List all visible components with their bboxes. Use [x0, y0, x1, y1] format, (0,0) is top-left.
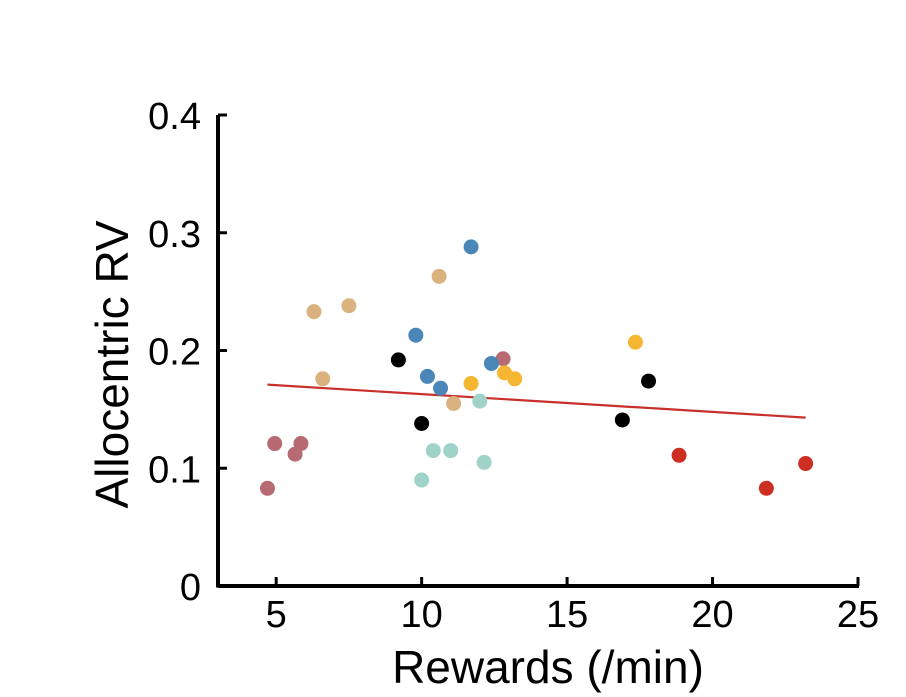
data-point	[306, 304, 322, 320]
x-tick-label: 5	[266, 594, 287, 636]
data-point	[315, 371, 331, 387]
data-point	[293, 436, 309, 452]
data-point	[472, 393, 488, 409]
data-point	[425, 443, 441, 459]
x-tick-labels: 5 10 15 20 25	[266, 594, 880, 636]
y-tick-label: 0.4	[148, 96, 201, 138]
axes	[216, 113, 860, 588]
x-tick-label: 15	[546, 594, 588, 636]
data-point	[443, 443, 459, 459]
x-tick-label: 20	[691, 594, 733, 636]
regression-line	[267, 383, 806, 419]
data-point	[431, 268, 447, 284]
data-point	[495, 351, 511, 367]
data-point	[641, 373, 657, 389]
y-tick-labels: 0 0.1 0.2 0.3 0.4	[148, 96, 201, 609]
data-point	[419, 368, 435, 384]
data-point	[414, 472, 430, 488]
data-point	[390, 352, 406, 368]
data-point	[507, 371, 523, 387]
y-axis-title: Allocentric RV	[86, 220, 138, 508]
y-tick-label: 0.1	[148, 449, 201, 491]
data-point	[758, 480, 774, 496]
data-point	[476, 454, 492, 470]
y-tick-label: 0.2	[148, 332, 201, 374]
regression-line-group	[267, 383, 806, 419]
data-point	[446, 395, 462, 411]
data-point	[408, 327, 424, 343]
data-point	[463, 239, 479, 255]
data-point	[463, 375, 479, 391]
data-point	[614, 412, 630, 428]
data-point	[414, 416, 430, 432]
x-tick-label: 25	[837, 594, 879, 636]
data-points	[259, 239, 814, 496]
data-point	[259, 480, 275, 496]
data-point	[267, 436, 283, 452]
x-axis-title: Rewards (/min)	[392, 641, 704, 693]
data-point	[341, 298, 357, 314]
x-tick-label: 10	[400, 594, 442, 636]
data-point	[483, 355, 499, 371]
y-tick-label: 0.3	[148, 214, 201, 256]
y-tick-label: 0	[180, 567, 201, 609]
data-point	[798, 456, 814, 472]
data-point	[671, 447, 687, 463]
data-point	[627, 334, 643, 350]
data-point	[433, 380, 449, 396]
